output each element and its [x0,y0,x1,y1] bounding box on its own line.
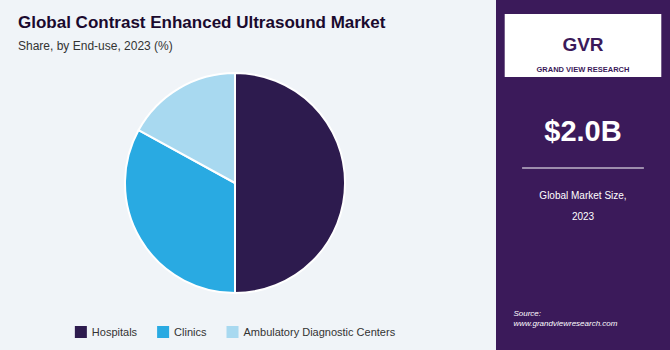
left-background [0,0,496,350]
legend-label: Ambulatory Diagnostic Centers [244,326,396,338]
pie-slice [139,73,235,183]
pie [125,73,345,293]
legend-swatch [75,326,87,338]
side-panel-background [496,0,670,350]
legend-item: Hospitals [75,326,138,338]
brand-name: GRAND VIEW RESEARCH [537,65,630,74]
legend-item: Ambulatory Diagnostic Centers [227,326,396,338]
legend: Hospitals Clinics Ambulatory Diagnostic Ce… [75,326,396,338]
source-line: Source: [513,309,541,318]
side-panel: GVR GRAND VIEW RESEARCH $2.0B Global Market… [496,0,670,350]
source-line: www.grandviewresearch.com [513,319,617,328]
legend-swatch [227,326,239,338]
legend-swatch [157,326,169,338]
subtitle: Share, by End-use, 2023 (%) [18,39,173,53]
logo-box [505,14,662,77]
chart: Global Contrast Enhanced Ultrasound Mark… [0,0,670,350]
legend-label: Hospitals [92,326,138,338]
source: Source:www.grandviewresearch.com [513,309,617,328]
legend-item: Clinics [157,326,207,338]
divider [522,168,644,169]
market-size: $2.0B [544,115,621,147]
title: Global Contrast Enhanced Ultrasound Mark… [18,13,386,32]
legend-label: Clinics [174,326,207,338]
logo-text: GVR [562,34,603,55]
market-label: Global Market Size, [539,190,626,201]
market-label: 2023 [572,211,595,222]
pie-slice [235,73,345,293]
